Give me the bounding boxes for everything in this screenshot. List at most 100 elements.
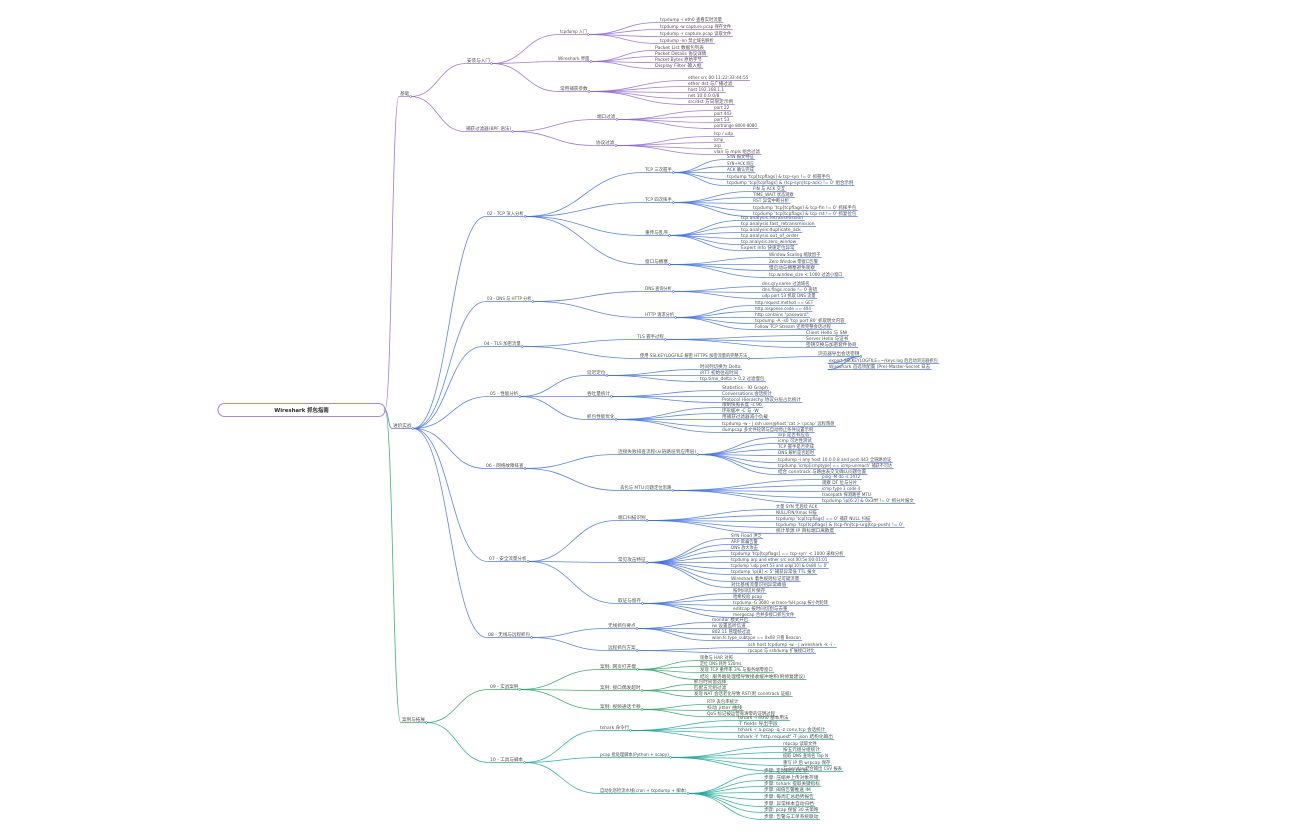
branch-dot[interactable] <box>635 627 639 630</box>
node-label[interactable]: 03 - DNS 与 HTTP 分析 <box>487 295 532 302</box>
branch-dot[interactable] <box>645 561 649 564</box>
branch-dot[interactable] <box>672 171 675 174</box>
branch-dot[interactable] <box>668 263 671 266</box>
node-label[interactable]: Expert Info 快速定位异常 <box>741 244 795 251</box>
node-label[interactable]: TCP 四次挥手 <box>644 196 672 203</box>
node-label[interactable]: 02 - TCP 深入分析 <box>487 210 524 217</box>
node-label[interactable]: DNS 放大攻击 <box>731 544 758 551</box>
branch-dot[interactable] <box>645 519 649 522</box>
node-label[interactable]: monitor 模式开启 <box>712 616 748 623</box>
node-label[interactable]: 端口扫描识别 <box>618 514 646 521</box>
branch-dot[interactable] <box>610 395 613 398</box>
branch-dot[interactable] <box>523 467 527 470</box>
node-label[interactable]: 案例: 视频通话卡顿 <box>600 703 641 710</box>
node-label[interactable]: 步骤: 告警与工单系统联动 <box>764 813 819 820</box>
node-label[interactable]: 07 - 安全流量分析 <box>489 555 527 562</box>
branch-dot[interactable] <box>589 60 593 63</box>
node-label[interactable]: tracepath 探测路径 MTU <box>822 491 871 498</box>
node-label[interactable]: NULL/FIN/Xmas 扫描 <box>776 509 817 516</box>
node-label[interactable]: tcp.analysis.zero_window <box>741 239 797 245</box>
node-label[interactable]: dns.flags.rcode != 0 查错 <box>762 286 818 293</box>
node-label[interactable]: Wireshark 首选项配置 (Pre)-Master-Secret 日志 <box>829 363 931 370</box>
node-label[interactable]: tcpdump 'icmp[icmptype] == icmp-unreach'… <box>778 462 893 469</box>
node-label[interactable]: 与 pandas 结合输出 CSV 报表 <box>783 765 842 772</box>
node-label[interactable]: 步骤: tshark 提取关键指标 <box>764 780 820 787</box>
node-label[interactable]: Wireshark 着色规则标记可疑流量 <box>731 575 800 582</box>
node-label[interactable]: tcpdump 'ip[8] < 5' 捕获异常低 TTL 报文 <box>731 568 816 575</box>
node-label[interactable]: 步骤: 异常样本自动归档 <box>764 800 814 807</box>
branch-dot[interactable] <box>425 721 428 724</box>
node-label[interactable]: 09 - 实战案例 <box>490 683 519 690</box>
node-label[interactable]: arp 是否有应答 <box>778 431 810 438</box>
node-label[interactable]: 发现 NAT 会话老化导致 RST(附 conntrack 证据) <box>694 690 791 697</box>
node-label[interactable]: 10 - 工具与脚本 <box>490 756 523 763</box>
node-label[interactable]: 用捕获过滤器减小负载 <box>722 413 769 420</box>
node-label[interactable]: tcpdump 'udp port 53 and udp[10] & 0x80 … <box>731 563 827 569</box>
node-label[interactable]: wlan.fc.type_subtype == 0x08 只看 Beacon <box>712 634 801 641</box>
node-label[interactable]: host 192.168.1.1 <box>688 87 724 93</box>
node-label[interactable]: Wireshark 界面 <box>558 56 590 62</box>
branch-dot[interactable] <box>636 668 639 671</box>
node-label[interactable]: 时间列切换为 Delta <box>700 363 741 370</box>
node-label[interactable]: 05 - 性能分析 <box>490 390 519 397</box>
node-label[interactable]: Zero Window 零窗口告警 <box>769 258 818 265</box>
node-label[interactable]: editcap 按时间切割与去重 <box>733 605 788 612</box>
branch-dot[interactable] <box>605 374 609 377</box>
node-label[interactable]: 步骤: pcap 保留 30 天策略 <box>764 806 819 813</box>
node-label[interactable]: portrange 8000-8080 <box>714 123 757 129</box>
node-label[interactable]: 04 - TLS 加密流量 <box>484 340 521 347</box>
node-label[interactable]: icmp type 3 code 4 <box>822 486 860 492</box>
node-label[interactable]: SYN 报文特征 <box>727 153 754 160</box>
branch-dot[interactable] <box>664 338 667 341</box>
node-label[interactable]: TLS 握手过程 <box>636 333 664 340</box>
node-label[interactable]: SYN Flood 洪泛 <box>731 532 762 539</box>
node-label[interactable]: FIN 与 ACK 交互 <box>753 185 786 192</box>
node-label[interactable]: net 10.0.0.0/8 <box>688 93 720 99</box>
branch-dot[interactable] <box>411 427 415 430</box>
node-label[interactable]: Packet Bytes 原始字节 <box>655 56 702 63</box>
branch-dot[interactable] <box>671 489 674 492</box>
node-label[interactable]: 重传与乱序 <box>645 229 669 236</box>
node-label[interactable]: tcpdump 'ip[6:2] & 0x3fff != 0' 抓分片报文 <box>822 497 914 504</box>
node-label[interactable]: tcp.analysis.fast_retransmission <box>741 221 815 227</box>
node-label[interactable]: 结合 conntrack 与路由表交叉确认问题位置 <box>778 468 867 475</box>
node-label[interactable]: 哈希校验 pcap <box>733 593 762 600</box>
node-label[interactable]: TCP 三次握手 <box>644 166 672 173</box>
node-label[interactable]: DNS 解析是否超时 <box>778 449 814 456</box>
branch-dot[interactable] <box>520 345 524 348</box>
node-label[interactable]: 重写 IP 后 wrpcap 保存 <box>783 759 831 766</box>
node-label[interactable]: ether src 00:11:22:33:44:55 <box>688 75 749 81</box>
node-label[interactable]: 匹配五元组过滤 <box>694 684 727 691</box>
node-label[interactable]: Packet Details 协议详情 <box>655 50 707 57</box>
node-label[interactable]: Display Filter 输入框 <box>655 62 702 69</box>
branch-dot[interactable] <box>640 708 644 711</box>
branch-dot[interactable] <box>518 688 521 691</box>
node-label[interactable]: tcpdump 入门 <box>560 28 587 35</box>
node-label[interactable]: tcpdump -w capture.pcap 保存文件 <box>660 23 732 30</box>
node-label[interactable]: tshark -r a.pcap -q -z conv,tcp 会话统计 <box>738 726 826 733</box>
branch-dot[interactable] <box>640 689 644 692</box>
node-label[interactable]: Follow TCP Stream 还原完整会话过程 <box>755 323 831 330</box>
node-label[interactable]: 802.11 管理帧过滤 <box>712 628 751 635</box>
node-label[interactable]: 常见攻击特征 <box>618 556 646 563</box>
node-label[interactable]: TIME_WAIT 状态观察 <box>752 191 794 198</box>
node-label[interactable]: port 53 <box>714 117 729 123</box>
node-label[interactable]: tshark -i eth0 基本用法 <box>738 714 789 721</box>
node-label[interactable]: tcpdump -G 3600 -w trace-%H.pcap 按小时轮转 <box>733 599 828 606</box>
node-label[interactable]: 环形缓冲 -C 与 -W <box>722 407 759 414</box>
node-label[interactable]: icmp <box>714 137 723 143</box>
branch-dot[interactable] <box>696 453 699 456</box>
node-label[interactable]: tcpdump arp and ether src not 00:5e:00:0… <box>731 557 828 563</box>
node-label[interactable]: 案例与拓展 <box>402 716 426 723</box>
node-label[interactable]: ether dst 与广播过滤 <box>688 80 733 87</box>
node-label[interactable]: 提取 DNS 查询名 Top N <box>783 752 828 759</box>
node-label[interactable]: Window Scaling 缩放因子 <box>769 251 821 258</box>
node-label[interactable]: 端口过滤 <box>597 113 616 120</box>
node-label[interactable]: RTP 丢包率统计 <box>707 698 739 705</box>
node-label[interactable]: 自动化巡检流水线(cron + tcpdump + 脚本) <box>600 787 687 794</box>
branch-dot[interactable] <box>629 729 632 732</box>
node-label[interactable]: port 443 <box>714 111 732 117</box>
node-label[interactable]: icmp 可达性测试 <box>778 437 812 444</box>
branch-dot[interactable] <box>669 756 672 759</box>
branch-dot[interactable] <box>674 316 677 319</box>
